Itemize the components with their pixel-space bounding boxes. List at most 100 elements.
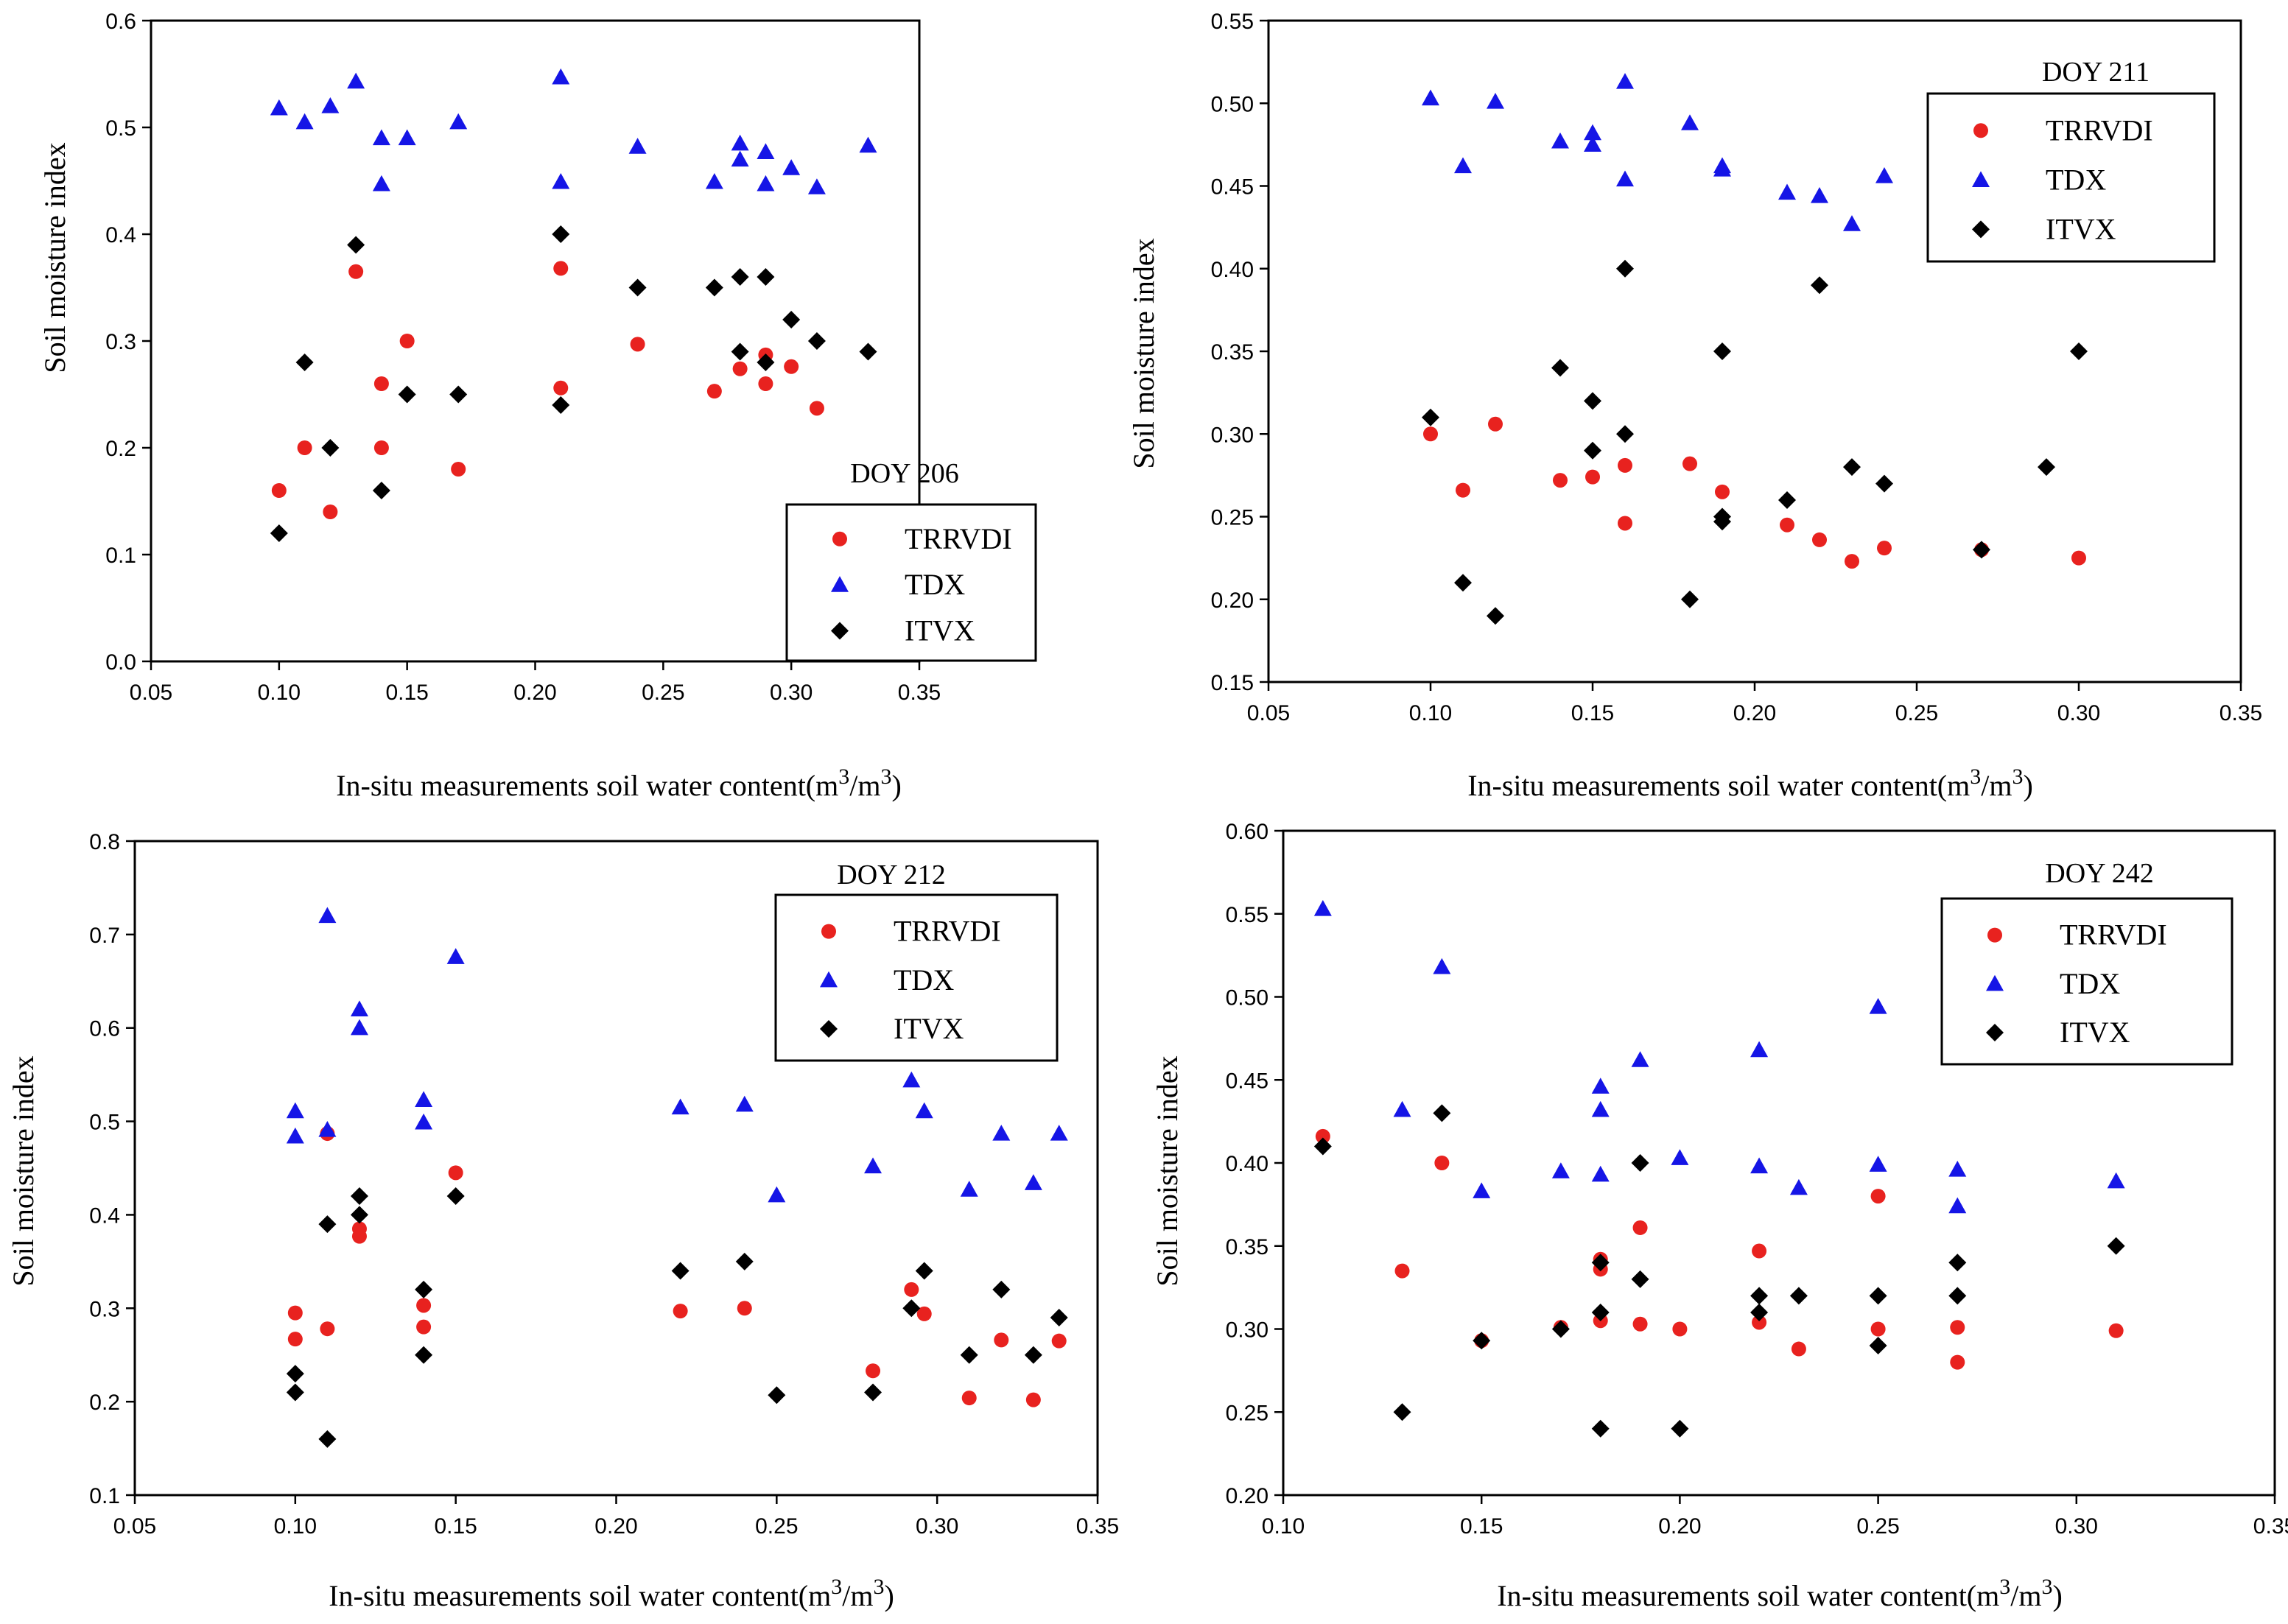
- x-tick-label: 0.25: [755, 1514, 798, 1539]
- series-tdx: [270, 68, 877, 194]
- point-itvx: [1591, 1419, 1610, 1438]
- point-itvx: [757, 354, 775, 371]
- chart-title: DOY 211: [2042, 57, 2150, 88]
- legend-marker-itvx: [1972, 220, 1990, 239]
- x-tick-label: 0.15: [1460, 1514, 1503, 1539]
- point-itvx: [1789, 1287, 1808, 1305]
- y-tick-label: 0.35: [1211, 340, 1254, 365]
- point-trrvdi: [1845, 554, 1859, 569]
- point-itvx: [1454, 574, 1472, 592]
- point-tdx: [1811, 186, 1828, 203]
- point-itvx: [1811, 276, 1828, 295]
- point-trrvdi: [1585, 469, 1600, 485]
- point-tdx: [1778, 183, 1796, 200]
- legend: TRRVDI TDX ITVX: [1940, 897, 2233, 1066]
- point-itvx: [350, 1187, 368, 1206]
- point-trrvdi: [399, 334, 415, 348]
- x-tick-label: 0.15: [1571, 701, 1614, 725]
- point-itvx: [1551, 359, 1569, 377]
- legend: TRRVDI TDX ITVX: [785, 503, 1037, 662]
- point-tdx: [735, 1095, 754, 1112]
- point-itvx: [286, 1383, 304, 1402]
- point-trrvdi: [448, 1165, 463, 1181]
- legend-marker-trrvdi: [1973, 123, 1988, 138]
- point-tdx: [1869, 998, 1887, 1014]
- x-tick-label: 0.20: [513, 681, 556, 705]
- point-trrvdi: [1812, 532, 1827, 547]
- point-trrvdi: [737, 1301, 752, 1316]
- point-itvx: [1631, 1154, 1649, 1172]
- y-tick-label: 0.5: [89, 1111, 120, 1135]
- y-tick-label: 0.8: [89, 830, 120, 854]
- x-tick-label: 0.30: [2055, 1514, 2098, 1539]
- point-tdx: [1789, 1178, 1808, 1195]
- point-tdx: [915, 1102, 933, 1119]
- point-tdx: [552, 172, 570, 189]
- x-tick-label: 0.10: [274, 1514, 317, 1539]
- point-tdx: [1948, 1197, 1967, 1214]
- chart-title: DOY 242: [2045, 858, 2153, 889]
- legend-label-tdx: TDX: [2060, 967, 2120, 1000]
- legend-marker-tdx: [1986, 974, 2004, 991]
- point-itvx: [1393, 1403, 1411, 1421]
- point-tdx: [552, 68, 570, 85]
- point-itvx: [671, 1262, 689, 1280]
- y-tick-label: 0.4: [105, 223, 136, 247]
- x-tick-label: 0.10: [1262, 1514, 1305, 1539]
- x-axis-title: In-situ measurements soil water content(…: [336, 764, 902, 803]
- point-itvx: [1875, 474, 1893, 493]
- point-trrvdi: [809, 401, 824, 416]
- point-tdx: [2107, 1172, 2125, 1189]
- point-tdx: [1681, 114, 1699, 130]
- point-itvx: [757, 268, 775, 286]
- y-tick-label: 0.1: [89, 1484, 120, 1508]
- point-trrvdi: [1632, 1220, 1648, 1235]
- point-tdx: [782, 159, 801, 175]
- point-trrvdi: [1752, 1243, 1767, 1259]
- point-trrvdi: [1672, 1321, 1688, 1337]
- point-trrvdi: [351, 1228, 367, 1244]
- point-tdx: [1584, 136, 1601, 152]
- point-itvx: [731, 268, 749, 286]
- point-trrvdi: [1877, 541, 1892, 556]
- point-tdx: [449, 113, 468, 130]
- point-trrvdi: [994, 1332, 1009, 1348]
- point-tdx: [1050, 1125, 1068, 1141]
- series-trrvdi: [271, 261, 824, 519]
- point-tdx: [1631, 1051, 1649, 1067]
- point-itvx: [915, 1262, 933, 1280]
- x-tick-label: 0.30: [916, 1514, 958, 1539]
- y-tick-label: 0.50: [1211, 92, 1254, 116]
- x-tick-label: 0.35: [2219, 701, 2262, 725]
- point-trrvdi: [271, 483, 287, 498]
- x-tick-label: 0.25: [1856, 1514, 1899, 1539]
- legend-label-tdx: TDX: [905, 568, 965, 601]
- y-tick-label: 0.6: [89, 1017, 120, 1041]
- point-trrvdi: [904, 1282, 919, 1297]
- chart-panel-1: 0.05 0.10 0.15 0.20 0.25 0.30 0.35 0.0 0.1 0.2 0.3…: [38, 10, 1037, 803]
- point-trrvdi: [866, 1363, 881, 1379]
- y-tick-label: 0.30: [1211, 423, 1254, 447]
- point-trrvdi: [297, 440, 312, 455]
- x-tick-label: 0.20: [594, 1514, 637, 1539]
- legend-label-itvx: ITVX: [905, 614, 975, 647]
- x-tick-label: 0.10: [1409, 701, 1452, 725]
- y-tick-label: 0.2: [89, 1391, 120, 1415]
- point-tdx: [1616, 73, 1634, 89]
- point-trrvdi: [1553, 473, 1568, 488]
- point-itvx: [2038, 458, 2055, 477]
- point-itvx: [1050, 1308, 1068, 1326]
- point-tdx: [1843, 215, 1861, 231]
- point-itvx: [1713, 342, 1731, 360]
- point-tdx: [1750, 1157, 1769, 1174]
- series-trrvdi: [1315, 1128, 2124, 1370]
- point-itvx: [1843, 458, 1861, 477]
- y-tick-label: 0.4: [89, 1203, 120, 1228]
- x-tick-label: 0.35: [2253, 1514, 2288, 1539]
- point-itvx: [1948, 1254, 1967, 1272]
- point-trrvdi: [1488, 416, 1503, 432]
- y-axis-title: Soil moisture index: [7, 1055, 40, 1286]
- y-tick-label: 0.60: [1226, 820, 1268, 844]
- legend-label-itvx: ITVX: [2046, 212, 2116, 245]
- point-itvx: [1948, 1287, 1967, 1305]
